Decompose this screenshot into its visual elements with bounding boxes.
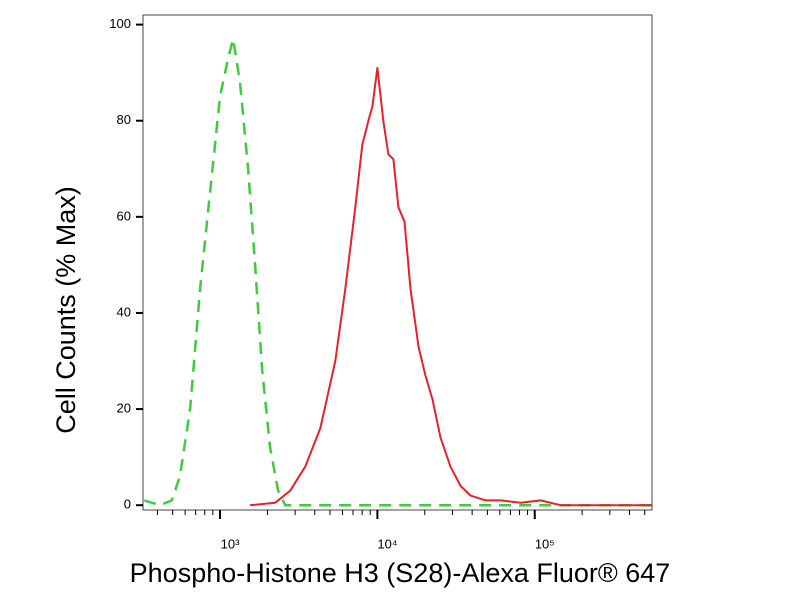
series-line [250, 66, 652, 507]
y-axis-label: Cell Counts (% Max) [51, 186, 81, 434]
y-tick-label: 60 [117, 208, 131, 223]
plot-frame [142, 14, 653, 511]
x-tick-label: 10⁵ [535, 536, 555, 551]
y-tick-label: 0 [124, 497, 131, 512]
y-tick-label: 40 [117, 304, 131, 319]
x-axis-label: Phospho-Histone H3 (S28)-Alexa Fluor® 64… [130, 558, 671, 588]
series-line [143, 37, 652, 507]
y-tick-label: 20 [117, 401, 131, 416]
x-tick-label: 10⁴ [377, 536, 397, 551]
y-tick-label: 80 [117, 112, 131, 127]
x-tick-label: 10³ [221, 536, 240, 551]
y-tick-label: 100 [109, 16, 131, 31]
